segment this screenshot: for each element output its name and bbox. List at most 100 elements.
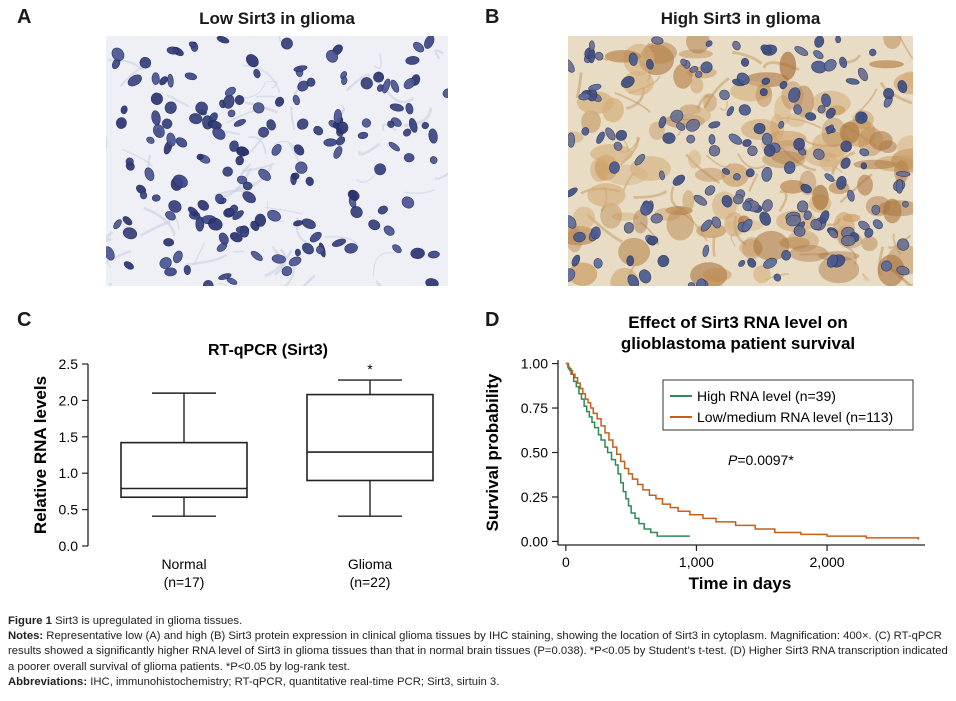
cell-nucleus [125, 157, 134, 166]
cell-nucleus [166, 132, 176, 147]
cell-nucleus [250, 250, 263, 261]
stained-cytoplasm [572, 206, 596, 230]
cell-nucleus [151, 194, 161, 202]
cell-nucleus [373, 71, 385, 83]
tissue-fiber [345, 73, 371, 92]
chart-d-title-line: glioblastoma patient survival [621, 334, 855, 353]
cell-nucleus [784, 161, 796, 175]
cell-nucleus [689, 66, 699, 73]
cell-nucleus [123, 261, 134, 270]
legend-entry: High RNA level (n=39) [697, 388, 836, 404]
cell-nucleus [860, 162, 868, 170]
stained-cytoplasm [600, 202, 623, 229]
cell-nucleus [896, 171, 911, 177]
cell-nucleus [638, 269, 652, 284]
cell-nucleus [234, 95, 245, 105]
stained-cytoplasm [673, 63, 693, 89]
tissue-fiber [278, 36, 281, 42]
panel-a-letter: A [17, 6, 32, 28]
micrograph-low-sirt3 [106, 36, 448, 286]
cell-nucleus [864, 228, 874, 238]
cell-nucleus [803, 210, 812, 221]
stained-cytoplasm [853, 159, 896, 170]
cell-nucleus [742, 201, 752, 212]
cell-nucleus [778, 120, 785, 129]
cell-nucleus [120, 105, 128, 115]
cell-nucleus [295, 161, 308, 174]
panel-a-title: Low Sirt3 in glioma [199, 9, 355, 28]
chart-c-title: RT-qPCR (Sirt3) [208, 342, 328, 359]
tissue-fiber [748, 173, 759, 192]
tissue-fiber [192, 242, 206, 266]
cell-nucleus [781, 250, 792, 261]
cell-nucleus [738, 259, 746, 267]
cell-nucleus [172, 174, 188, 188]
cell-nucleus [239, 225, 250, 238]
cell-nucleus [647, 235, 659, 245]
cell-nucleus [341, 76, 348, 85]
cell-nucleus [662, 132, 676, 144]
stained-cytoplasm [779, 51, 797, 80]
cell-nucleus [197, 199, 210, 211]
tissue-fiber [324, 236, 360, 249]
cell-nucleus [573, 231, 586, 243]
caption-abbreviations: Abbreviations: IHC, immunohistochemistry… [8, 675, 948, 690]
cell-nucleus [442, 88, 448, 98]
tissue-fiber [266, 80, 278, 89]
tissue-fiber [373, 53, 382, 69]
cell-nucleus [212, 127, 226, 140]
cell-nucleus [336, 136, 346, 146]
cell-nucleus [229, 140, 239, 152]
stained-cytoplasm [812, 184, 829, 211]
p-symbol: P [728, 452, 738, 468]
y-tick-label: 0.5 [59, 502, 79, 518]
cell-nucleus [672, 174, 686, 186]
cell-nucleus [405, 103, 414, 115]
tissue-fiber [243, 162, 275, 173]
cell-nucleus [163, 238, 175, 247]
cell-nucleus [794, 46, 809, 56]
tissue-fiber [290, 105, 296, 131]
cell-nucleus [236, 146, 250, 156]
stained-cytoplasm [587, 183, 626, 208]
cell-nucleus [232, 210, 244, 221]
tissue-fiber [106, 258, 112, 269]
cell-nucleus [216, 36, 230, 44]
cell-nucleus [347, 189, 360, 201]
stained-cytoplasm [590, 157, 610, 182]
stained-cytoplasm [839, 121, 860, 144]
cell-nucleus [252, 102, 265, 114]
cell-nucleus [568, 215, 577, 229]
cell-nucleus [183, 264, 191, 275]
cell-nucleus [164, 267, 177, 277]
y-tick-label: 0.00 [521, 533, 548, 549]
cell-nucleus [203, 280, 214, 286]
cell-nucleus [167, 73, 174, 88]
cell-nucleus [218, 232, 229, 245]
box-plot-rt-qpcr: RT-qPCR (Sirt3) 0.0 0.5 1.0 1.5 2.0 2.5 Relativ… [31, 342, 434, 590]
tissue-fiber [139, 219, 171, 237]
cell-nucleus [793, 137, 805, 151]
cell-nucleus [835, 36, 842, 44]
x-category-n: (n=17) [164, 574, 205, 590]
cell-nucleus [745, 168, 755, 178]
box-normal [120, 392, 248, 517]
notes-text: Representative low (A) and high (B) Sirt… [8, 630, 948, 673]
cell-nucleus [235, 155, 244, 166]
tissue-fiber [403, 107, 433, 128]
tissue-fiber [143, 206, 177, 236]
cell-nucleus [695, 71, 703, 78]
tissue-fiber [888, 234, 912, 250]
tissue-fiber [712, 235, 716, 257]
cell-nucleus [159, 76, 168, 86]
micrograph-high-image [568, 36, 913, 286]
tissue-fiber [730, 233, 736, 247]
cell-nucleus [590, 226, 601, 240]
cell-nucleus [705, 40, 713, 47]
tissue-fiber [108, 58, 145, 72]
cell-nucleus [258, 168, 271, 181]
stained-cytoplasm [883, 36, 902, 50]
cell-nucleus [788, 87, 801, 103]
stained-cytoplasm [618, 237, 650, 267]
cell-nucleus [658, 116, 667, 129]
